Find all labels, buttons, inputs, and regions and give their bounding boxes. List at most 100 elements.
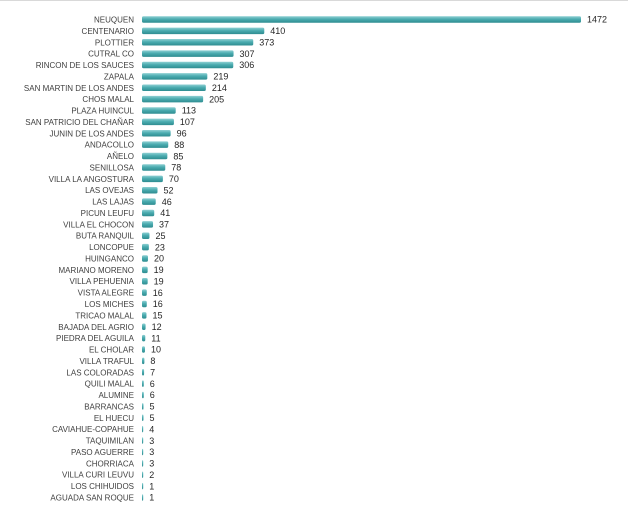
value-label: 7 [150,367,155,377]
category-label: VILLA LA ANGOSTURA [49,175,135,184]
bar [142,380,144,387]
bar [142,414,144,422]
bar [142,209,155,217]
bar [142,289,147,296]
category-label: HUINGANCO [85,254,134,263]
value-label: 1 [149,493,154,503]
category-label: NEUQUEN [94,16,134,25]
value-label: 11 [151,333,160,343]
category-label: LAS COLORADAS [66,368,134,377]
value-label: 205 [209,94,224,104]
value-label: 46 [162,197,172,207]
bar [142,312,147,319]
bar [142,369,145,376]
value-label: 1472 [587,15,607,25]
bar [142,323,146,331]
category-label: ZAPALA [104,72,135,81]
category-label: RINCON DE LOS SAUCES [36,61,134,70]
value-label: 3 [149,447,154,457]
bar [142,73,208,80]
category-label: EL CHOLAR [89,346,134,355]
value-label: 16 [153,299,163,309]
bar [142,357,145,365]
bar [142,266,148,274]
category-label: ALUMINE [98,391,134,400]
bar [142,460,144,467]
bar [142,130,171,137]
category-label: SAN PATRICIO DEL CHAÑAR [25,118,134,127]
bar [142,300,147,308]
category-label: ANDACOLLO [85,141,134,150]
category-label: LOS CHIHUIDOS [71,482,134,491]
category-label: CUTRAL CO [88,50,134,59]
category-label: LAS LAJAS [92,198,134,207]
category-label: AÑELO [107,152,134,161]
bar [142,186,158,194]
bar [142,221,154,228]
value-label: 19 [154,276,164,286]
value-label: 70 [169,174,179,184]
category-label: QUILI MALAL [85,380,135,389]
category-label: MARIANO MORENO [58,266,134,275]
value-label: 5 [149,402,154,412]
category-label: CHOS MALAL [82,95,134,104]
value-label: 15 [152,311,162,321]
category-label: PASO AGUERRE [71,448,134,457]
value-label: 306 [239,60,254,70]
category-label: TRICAO MALAL [75,311,134,320]
value-label: 23 [155,242,165,252]
bar [142,494,144,501]
bar [142,391,144,399]
category-label: CENTENARIO [82,27,134,36]
bar [142,95,204,103]
bar [142,255,148,262]
bar [142,277,148,285]
bar [142,175,163,183]
category-label: PIEDRA DEL AGUILA [56,334,135,343]
category-label: LAS OVEJAS [85,186,134,195]
bar [142,84,206,92]
value-label: 78 [171,163,181,173]
value-label: 41 [160,208,170,218]
category-label: BARRANCAS [84,402,134,411]
category-label: BAJADA DEL AGRIO [58,323,134,332]
value-label: 96 [177,129,187,139]
category-label: SENILLOSA [90,163,135,172]
category-label: PLAZA HUINCUL [71,107,134,116]
category-label: AGUADA SAN ROQUE [50,493,134,502]
value-label: 6 [150,379,155,389]
bar [142,39,254,46]
category-label: VILLA CURI LEUVU [62,471,134,480]
category-label: PLOTTIER [95,38,134,47]
bar [142,152,168,160]
bar [142,425,144,433]
bar [142,198,156,205]
value-label: 214 [212,83,227,93]
category-label: BUTA RANQUIL [76,232,135,241]
value-label: 4 [149,424,154,434]
bar [142,164,166,171]
value-label: 85 [173,151,183,161]
value-label: 10 [151,345,161,355]
value-label: 373 [259,37,274,47]
bar [142,437,144,444]
value-label: 307 [240,49,255,59]
value-label: 5 [149,413,154,423]
value-label: 19 [154,265,164,275]
category-label: VILLA EL CHOCON [63,220,134,229]
value-label: 25 [155,231,165,241]
value-label: 3 [149,459,154,469]
bar [142,403,144,410]
value-label: 6 [150,390,155,400]
category-label: CHORRIACA [86,459,135,468]
bar [142,141,169,148]
category-label: VISTA ALEGRE [78,289,134,298]
category-label: PICUN LEUFU [81,209,135,218]
bar [142,346,145,353]
value-label: 107 [180,117,195,127]
value-label: 52 [164,185,174,195]
value-label: 1 [149,481,154,491]
value-label: 16 [153,288,163,298]
